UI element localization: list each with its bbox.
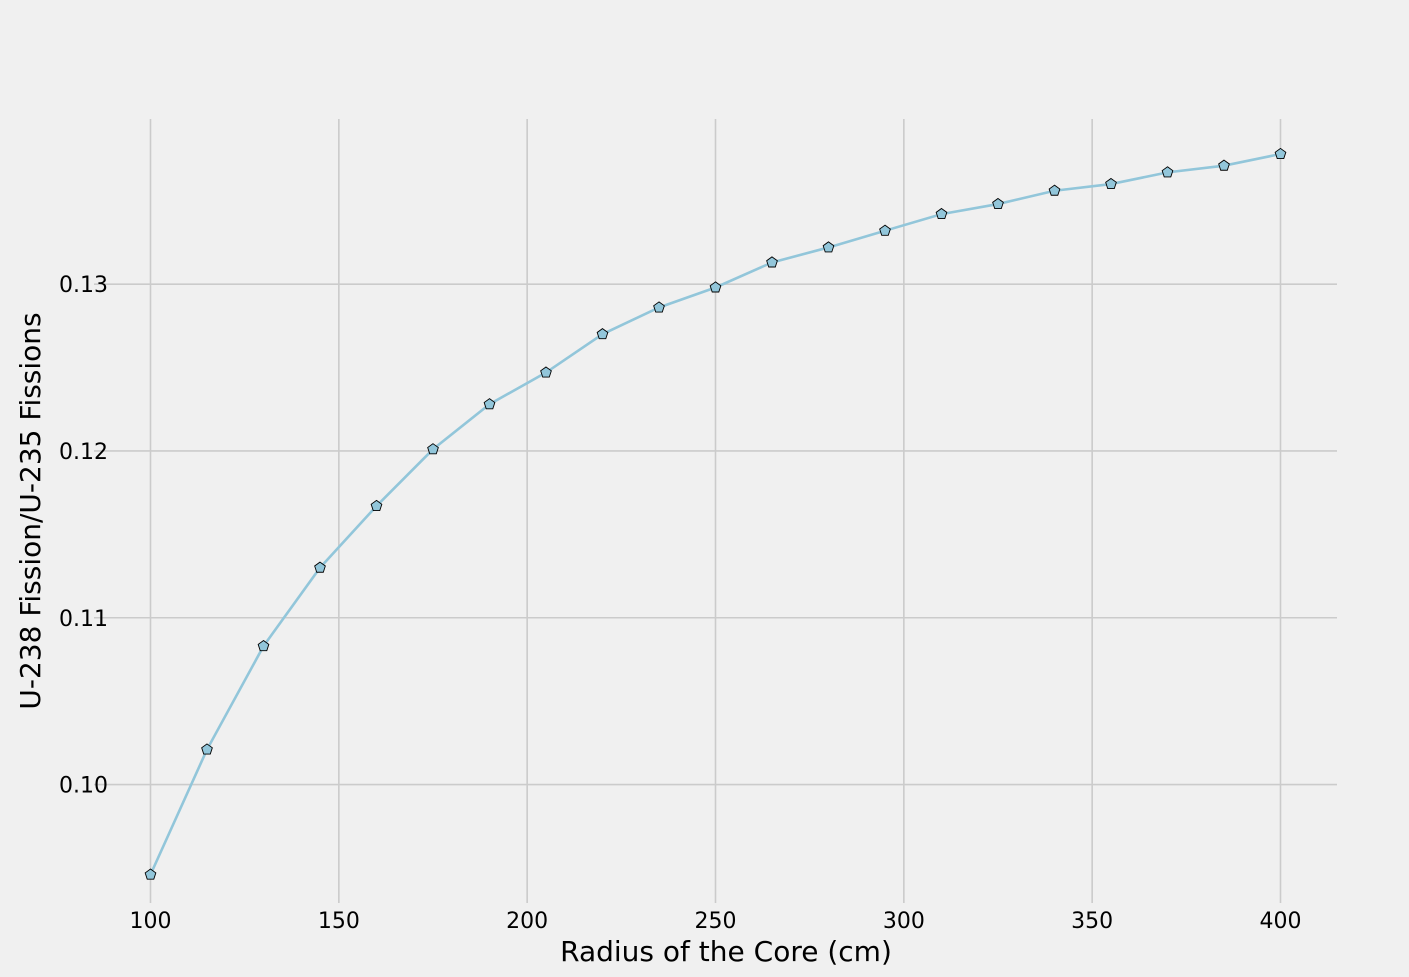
y-tick-label: 0.11 xyxy=(59,607,108,632)
x-tick-label: 350 xyxy=(1071,909,1113,934)
data-point-marker xyxy=(709,281,722,293)
data-point-marker xyxy=(653,301,665,313)
y-tick-label: 0.13 xyxy=(59,273,108,298)
data-point-marker xyxy=(1048,184,1061,196)
x-tick-label: 300 xyxy=(883,909,925,934)
data-point-marker xyxy=(427,443,439,455)
data-point-marker xyxy=(992,197,1004,210)
data-point-marker xyxy=(144,868,157,880)
y-tick-label: 0.10 xyxy=(59,774,108,799)
y-tick-labels: 0.10 0.11 0.12 0.13 xyxy=(59,273,108,798)
x-tick-labels: 100 150 200 250 300 350 400 xyxy=(130,909,1302,934)
data-point-marker xyxy=(201,743,213,755)
y-tick-label: 0.12 xyxy=(59,440,108,465)
data-series xyxy=(144,147,1287,880)
x-gridlines xyxy=(149,119,1282,903)
data-point-marker xyxy=(257,639,270,652)
data-point-marker xyxy=(540,366,552,378)
x-tick-label: 200 xyxy=(506,909,548,934)
x-tick-label: 400 xyxy=(1260,909,1302,934)
y-axis-title: U-238 Fission/U-235 Fissions xyxy=(14,312,47,709)
x-tick-label: 150 xyxy=(318,909,360,934)
x-tick-label: 100 xyxy=(130,909,172,934)
data-point-marker xyxy=(879,224,891,236)
data-point-marker xyxy=(766,256,778,268)
data-point-marker xyxy=(370,499,383,511)
data-point-marker xyxy=(314,561,326,573)
data-point-marker xyxy=(822,241,835,253)
data-point-marker xyxy=(935,207,948,220)
data-point-marker xyxy=(596,328,609,340)
data-point-marker xyxy=(1161,166,1174,178)
data-point-marker xyxy=(1274,147,1287,160)
data-point-marker xyxy=(483,398,496,410)
x-axis-title: Radius of the Core (cm) xyxy=(560,935,892,968)
data-point-marker xyxy=(1218,159,1230,171)
data-point-marker xyxy=(1105,177,1117,190)
x-tick-label: 250 xyxy=(695,909,737,934)
